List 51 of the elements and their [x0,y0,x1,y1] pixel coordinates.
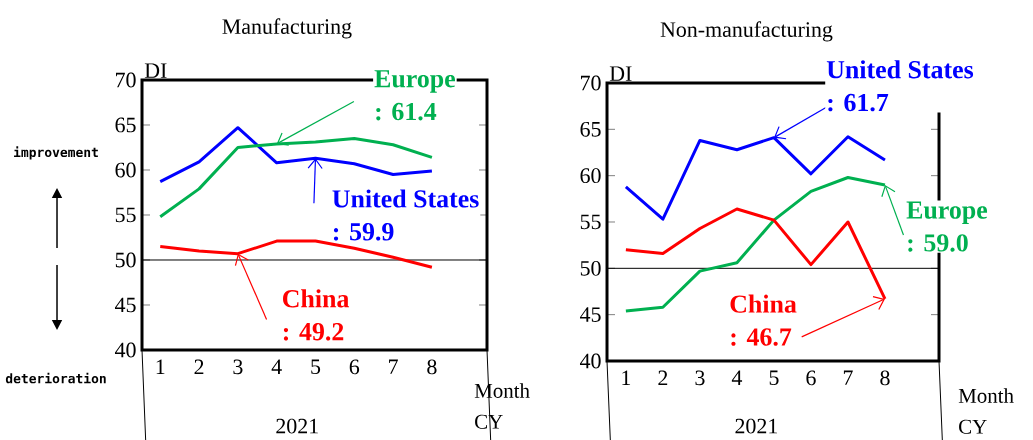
series-label: China [730,294,797,313]
y-tick-label: 70 [581,75,601,91]
annotation: : 49.2 [283,322,344,341]
text: 2021 [276,418,318,434]
y-tick-label: 55 [115,207,136,223]
series-label: China [283,289,350,308]
x-tick-label: 3 [233,359,243,375]
y-tick-label: 65 [580,121,601,137]
y-tick-label: 60 [580,168,601,184]
annotation: : 46.7 [731,328,792,346]
y-tick-label: 70 [116,72,136,88]
chart-title: Non-manufacturing [660,21,833,42]
y-tick-label: 50 [115,252,136,268]
annotation: : 59.0 [908,234,968,252]
series-label: Europe [374,70,455,93]
x-tick-label: 5 [311,359,321,375]
annotation: : 61.7 [828,93,889,112]
x-axis-title: Month CY [958,388,1014,434]
y-tick-label: 45 [115,297,136,313]
y-tick-label: 55 [580,214,601,230]
x-tick-label: 2 [658,370,668,386]
text: improvement [14,146,98,160]
x-tick-label: 8 [427,359,437,375]
y-tick-label: 60 [115,162,136,178]
x-tick-label: 4 [271,359,282,374]
series-label: United States [332,189,479,208]
x-tick-label: 1 [622,370,631,385]
x-tick-label: 3 [695,370,705,386]
y-tick-label: 50 [580,260,601,276]
x-tick-label: 1 [156,359,165,374]
annotation: : 61.4 [376,102,437,121]
x-tick-label: 7 [843,370,853,385]
text: United States [826,60,974,79]
y-tick-label: 45 [580,307,601,322]
chart-title: Manufacturing [222,18,352,39]
annotation: : 59.9 [333,223,394,241]
x-tick-label: 6 [349,359,360,375]
legend-label: Europe [906,201,988,224]
x-tick-label: 7 [389,359,398,374]
y-tick-label: 40 [580,353,601,369]
x-tick-label: 4 [731,370,743,385]
y-axis-title: DI [609,66,632,81]
text: 2021 [735,418,778,434]
x-tick-label: 5 [769,370,779,386]
x-tick-label: 6 [806,370,816,386]
y-axis-title: DI [144,63,167,78]
x-tick-label: 2 [194,359,204,375]
y-tick-label: 40 [115,342,136,358]
x-tick-label: 8 [880,370,890,386]
y-tick-label: 65 [115,117,136,133]
text: deterioration [5,372,106,384]
